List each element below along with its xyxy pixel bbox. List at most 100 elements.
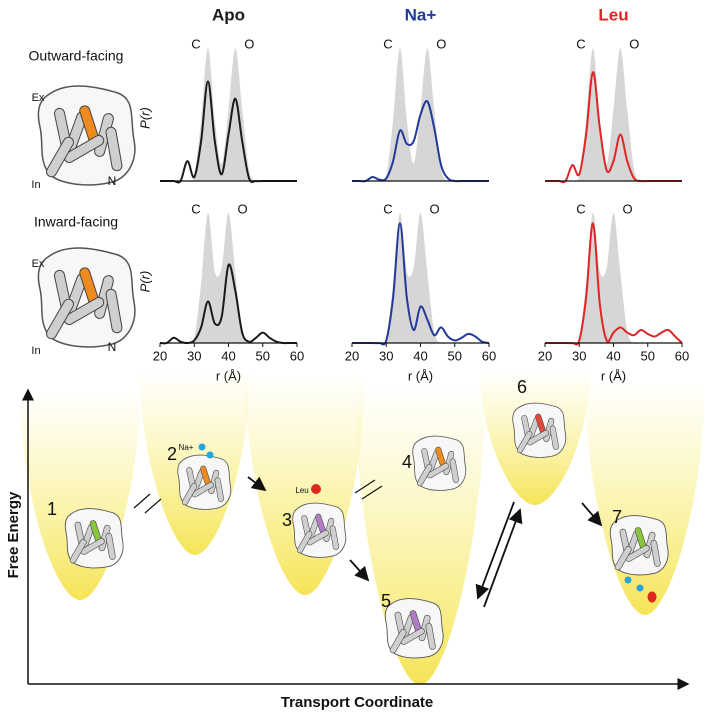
x-tick-label: 50 — [641, 348, 655, 363]
helix — [46, 136, 74, 178]
helix — [416, 463, 433, 487]
transition-arrow — [475, 501, 515, 600]
helix — [449, 458, 459, 483]
protein-icon — [292, 502, 347, 558]
x-tick-label: 60 — [675, 348, 689, 363]
helix — [526, 430, 549, 446]
sodium-ion — [636, 584, 644, 592]
helix — [181, 482, 198, 506]
energy-well — [585, 380, 704, 615]
equilibrium-arrow — [144, 498, 162, 514]
transition-arrow — [349, 559, 370, 582]
peak-annotation: O — [622, 201, 632, 216]
helix — [426, 463, 449, 479]
state-number: 6 — [517, 377, 527, 397]
peak-annotation: C — [383, 201, 392, 216]
helix — [214, 477, 224, 502]
transition-arrow — [483, 508, 523, 608]
row-label: Outward-facing — [29, 48, 124, 64]
peak-annotation: C — [191, 36, 200, 51]
helix — [63, 135, 105, 163]
peak-annotation: O — [244, 36, 254, 51]
x-tick-label: 50 — [256, 348, 270, 363]
sodium-ion — [624, 576, 632, 584]
x-tick-label: 40 — [221, 348, 235, 363]
sodium-ion — [198, 443, 206, 451]
peak-annotation: C — [191, 201, 200, 216]
state-number: 7 — [612, 507, 622, 527]
x-tick-label: 60 — [482, 348, 496, 363]
protein-icon — [412, 435, 467, 491]
energy-well — [20, 390, 140, 600]
helix — [389, 629, 407, 654]
chart-title: Leu — [598, 5, 628, 24]
x-axis-label: r (Å) — [601, 368, 626, 383]
leucine — [647, 591, 657, 603]
helix — [425, 623, 436, 650]
chart-title: Na+ — [405, 5, 437, 24]
transition-arrow — [247, 476, 267, 492]
reference-area — [160, 48, 297, 182]
helix — [63, 297, 105, 325]
protein-icon — [512, 402, 567, 458]
state-number: 4 — [402, 452, 412, 472]
protein-icon — [37, 85, 136, 186]
leucine — [311, 484, 321, 494]
membrane-label: In — [31, 345, 40, 357]
x-tick-label: 30 — [379, 348, 393, 363]
protein-icon — [64, 508, 124, 569]
peak-annotation: O — [436, 36, 446, 51]
axis-title: Free Energy — [5, 491, 22, 578]
helix — [516, 430, 533, 454]
peak-annotation: O — [629, 36, 639, 51]
row-label: Inward-facing — [34, 214, 118, 230]
helix — [650, 540, 661, 567]
y-axis-label: P(r) — [137, 107, 152, 129]
helix — [549, 425, 559, 450]
peak-annotation: C — [383, 36, 392, 51]
state-number: 2 — [167, 444, 177, 464]
peak-annotation: O — [237, 201, 247, 216]
distance-curve — [159, 263, 297, 345]
reference-area — [545, 48, 682, 182]
protein-icon — [609, 515, 669, 576]
state-number: 3 — [282, 510, 292, 530]
membrane-label: Ex — [32, 258, 45, 270]
x-tick-label: 30 — [572, 348, 586, 363]
helix — [614, 546, 632, 571]
helix — [400, 628, 425, 645]
reference-area — [545, 212, 682, 344]
terminus-label: N — [108, 340, 117, 354]
equilibrium-arrow — [133, 493, 151, 509]
helix — [306, 530, 329, 546]
ion-label: Leu — [295, 486, 308, 495]
state-number: 1 — [47, 499, 57, 519]
x-tick-label: 60 — [290, 348, 304, 363]
sodium-ion — [206, 451, 214, 459]
helix — [46, 298, 74, 340]
chart-title: Apo — [212, 5, 245, 24]
helix — [329, 525, 339, 550]
helix — [625, 545, 650, 562]
peak-annotation: C — [576, 36, 585, 51]
energy-well — [245, 375, 365, 595]
axis-title: Transport Coordinate — [281, 694, 434, 711]
equilibrium-arrow — [354, 479, 376, 494]
helix — [69, 539, 87, 564]
protein-icon — [384, 598, 444, 659]
x-tick-label: 50 — [448, 348, 462, 363]
membrane-label: Ex — [32, 92, 45, 104]
x-tick-label: 20 — [345, 348, 359, 363]
peak-annotation: C — [576, 201, 585, 216]
x-tick-label: 40 — [606, 348, 620, 363]
terminus-label: N — [108, 174, 117, 188]
transition-arrow — [581, 502, 603, 527]
helix — [296, 530, 313, 554]
reference-area — [160, 212, 297, 344]
x-tick-label: 20 — [538, 348, 552, 363]
reference-area — [352, 212, 489, 344]
helix — [191, 482, 214, 498]
protein-icon — [177, 454, 232, 510]
x-tick-label: 40 — [413, 348, 427, 363]
